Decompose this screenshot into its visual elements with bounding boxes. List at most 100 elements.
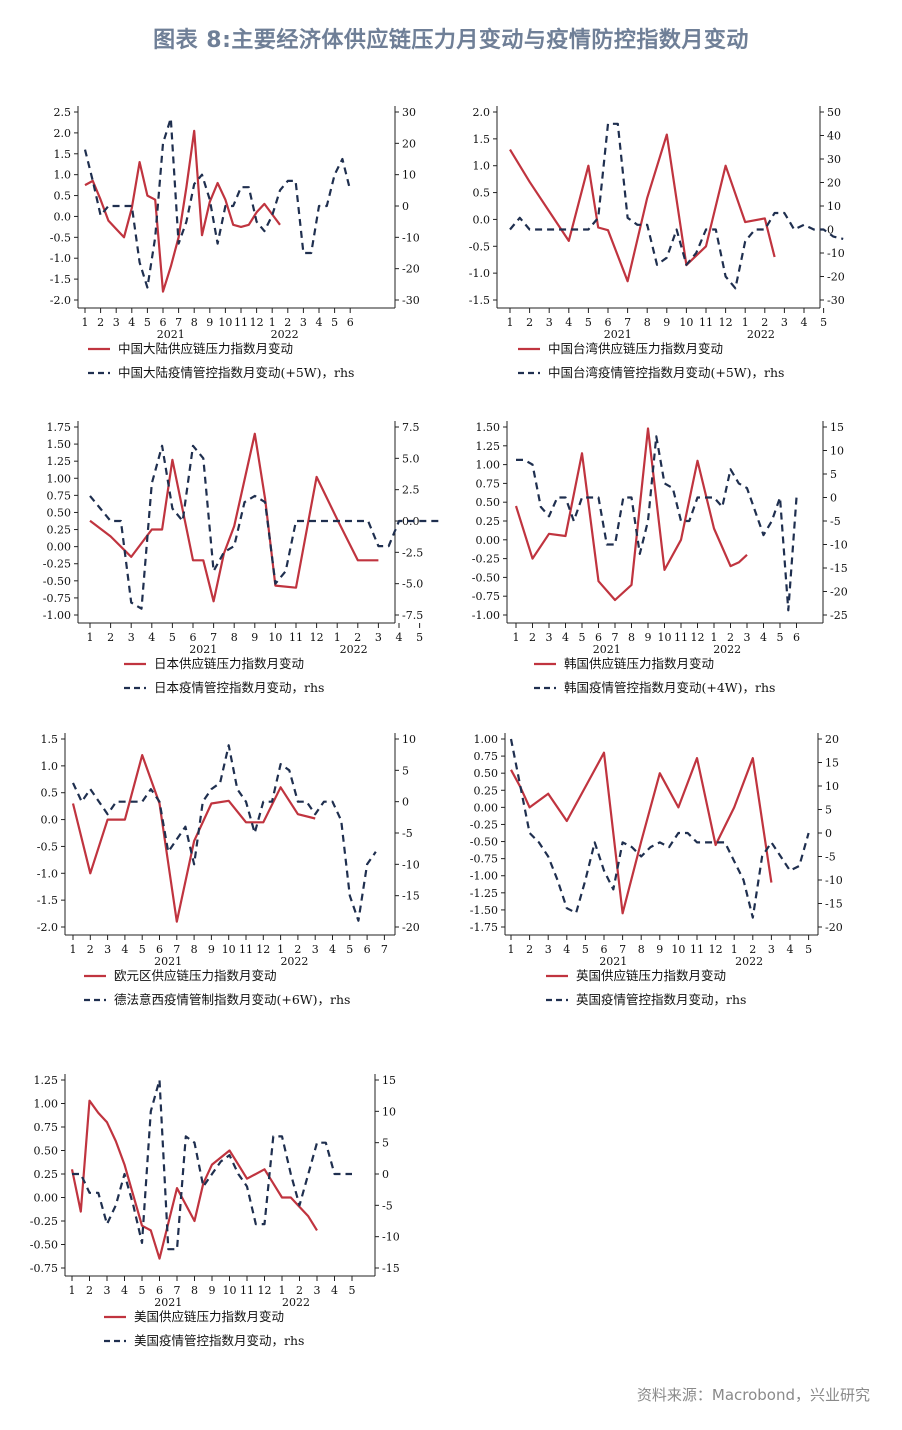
x-tick-label: 11 bbox=[674, 631, 688, 644]
right-tick-label: 20 bbox=[402, 137, 416, 150]
axes: 1.50 1.25 1.00 0.75 0.50 0.25 0.00 -0.25 -0.50 -0… bbox=[472, 421, 848, 656]
left-tick-label: 2.5 bbox=[54, 106, 72, 119]
x-tick-label: 2 bbox=[294, 943, 301, 956]
left-tick-label: 1.50 bbox=[47, 438, 72, 451]
x-tick-label: 1 bbox=[334, 631, 341, 644]
x-tick-label: 1 bbox=[731, 943, 738, 956]
x-tick-label: 2 bbox=[354, 631, 361, 644]
axes: 1.00 0.75 0.50 0.25 0.00 -0.25 -0.50 -0.75 -1.00… bbox=[470, 733, 843, 968]
left-tick-label: 0.00 bbox=[474, 801, 499, 814]
left-tick-label: -2.0 bbox=[50, 294, 71, 307]
x-tick-label: 3 bbox=[113, 316, 120, 329]
x-tick-label: 7 bbox=[173, 943, 180, 956]
x-tick-label: 4 bbox=[121, 943, 128, 956]
x-tick-label: 9 bbox=[663, 316, 670, 329]
x-tick-label: 5 bbox=[139, 1284, 146, 1297]
year-label: 2022 bbox=[735, 955, 763, 968]
x-tick-label: 2 bbox=[107, 631, 114, 644]
x-tick-label: 2 bbox=[526, 316, 533, 329]
x-tick-label: 7 bbox=[210, 631, 217, 644]
right-tick-label: -20 bbox=[830, 586, 848, 599]
left-tick-label: 0.50 bbox=[474, 767, 499, 780]
x-tick-label: 10 bbox=[222, 943, 236, 956]
right-tick-label: 5 bbox=[830, 468, 837, 481]
left-tick-label: 1.25 bbox=[476, 440, 501, 453]
supply-chain-series-line bbox=[509, 133, 776, 283]
left-tick-label: 1.25 bbox=[34, 1074, 59, 1087]
x-tick-label: 8 bbox=[628, 631, 635, 644]
x-tick-label: 7 bbox=[612, 631, 619, 644]
right-tick-label: 10 bbox=[827, 200, 841, 213]
right-tick-label: -10 bbox=[402, 231, 420, 244]
left-tick-label: 1.5 bbox=[473, 133, 491, 146]
x-tick-label: 8 bbox=[191, 943, 198, 956]
x-tick-label: 4 bbox=[121, 1284, 128, 1297]
left-tick-label: 2.0 bbox=[473, 106, 491, 119]
right-tick-label: -10 bbox=[825, 874, 843, 887]
left-tick-label: 0.25 bbox=[476, 515, 501, 528]
x-tick-label: 3 bbox=[375, 631, 382, 644]
x-tick-label: 5 bbox=[331, 316, 338, 329]
right-tick-label: 5.0 bbox=[402, 452, 420, 465]
x-tick-label: 5 bbox=[346, 943, 353, 956]
x-tick-label: 1 bbox=[69, 1284, 76, 1297]
legend-label: 韩国疫情管控指数月变动(+4W)，rhs bbox=[564, 680, 775, 695]
right-tick-label: 10 bbox=[382, 1105, 396, 1118]
right-tick-label: 0 bbox=[830, 492, 837, 505]
x-tick-label: 1 bbox=[507, 316, 514, 329]
chart-korea: 1.50 1.25 1.00 0.75 0.50 0.25 0.00 -0.25 -0.50 -0… bbox=[472, 421, 848, 695]
right-tick-label: -10 bbox=[830, 539, 848, 552]
left-tick-label: -0.75 bbox=[43, 592, 71, 605]
right-tick-label: -10 bbox=[402, 858, 420, 871]
right-tick-label: 10 bbox=[825, 780, 839, 793]
left-tick-label: -0.25 bbox=[30, 1215, 58, 1228]
right-tick-label: 40 bbox=[827, 130, 841, 143]
x-tick-label: 2 bbox=[727, 631, 734, 644]
left-tick-label: 0.50 bbox=[476, 496, 501, 509]
x-tick-label: 11 bbox=[234, 316, 248, 329]
x-tick-label: 5 bbox=[585, 316, 592, 329]
x-tick-label: 6 bbox=[605, 316, 612, 329]
x-tick-label: 12 bbox=[258, 1284, 272, 1297]
right-tick-label: -10 bbox=[382, 1231, 400, 1244]
left-tick-label: 0.5 bbox=[54, 190, 72, 203]
x-tick-label: 1 bbox=[279, 1284, 286, 1297]
x-tick-label: 5 bbox=[805, 943, 812, 956]
x-tick-label: 6 bbox=[156, 1284, 163, 1297]
chart-eurozone: 1.5 1.0 0.5 0.0 -0.5 -1.0 -1.5 -2.0 10 5 0 -5 -10 -15… bbox=[37, 733, 420, 1007]
x-tick-label: 4 bbox=[331, 1284, 338, 1297]
x-tick-label: 3 bbox=[312, 943, 319, 956]
year-label: 2021 bbox=[154, 955, 182, 968]
x-tick-label: 10 bbox=[671, 943, 685, 956]
left-tick-label: 1.00 bbox=[476, 459, 501, 472]
left-tick-label: 1.0 bbox=[41, 760, 59, 773]
left-tick-label: 0.00 bbox=[47, 541, 72, 554]
x-tick-label: 1 bbox=[87, 631, 94, 644]
x-tick-label: 7 bbox=[381, 943, 388, 956]
right-tick-label: -5 bbox=[402, 827, 413, 840]
left-tick-label: 0.25 bbox=[47, 524, 72, 537]
x-tick-label: 4 bbox=[148, 631, 155, 644]
right-tick-label: 5 bbox=[402, 764, 409, 777]
x-tick-label: 7 bbox=[619, 943, 626, 956]
left-tick-label: -0.25 bbox=[470, 818, 498, 831]
x-tick-label: 9 bbox=[208, 943, 215, 956]
x-tick-label: 3 bbox=[128, 631, 135, 644]
left-tick-label: -1.50 bbox=[470, 904, 498, 917]
right-tick-label: 15 bbox=[830, 421, 844, 434]
right-tick-label: 10 bbox=[830, 445, 844, 458]
legend-label: 中国大陆疫情管控指数月变动(+5W)，rhs bbox=[118, 365, 354, 380]
left-tick-label: -0.75 bbox=[470, 853, 498, 866]
x-tick-label: 5 bbox=[820, 316, 827, 329]
year-label: 2021 bbox=[157, 328, 185, 341]
supply-chain-series-line bbox=[514, 427, 748, 602]
year-label: 2022 bbox=[713, 643, 741, 656]
left-tick-label: -1.0 bbox=[50, 252, 71, 265]
left-tick-label: -1.0 bbox=[469, 267, 490, 280]
right-tick-label: -20 bbox=[402, 263, 420, 276]
left-tick-label: 0.5 bbox=[41, 787, 59, 800]
right-tick-label: 2.5 bbox=[402, 484, 420, 497]
x-tick-label: 4 bbox=[396, 631, 403, 644]
x-tick-label: 2 bbox=[526, 943, 533, 956]
x-tick-label: 4 bbox=[760, 631, 767, 644]
